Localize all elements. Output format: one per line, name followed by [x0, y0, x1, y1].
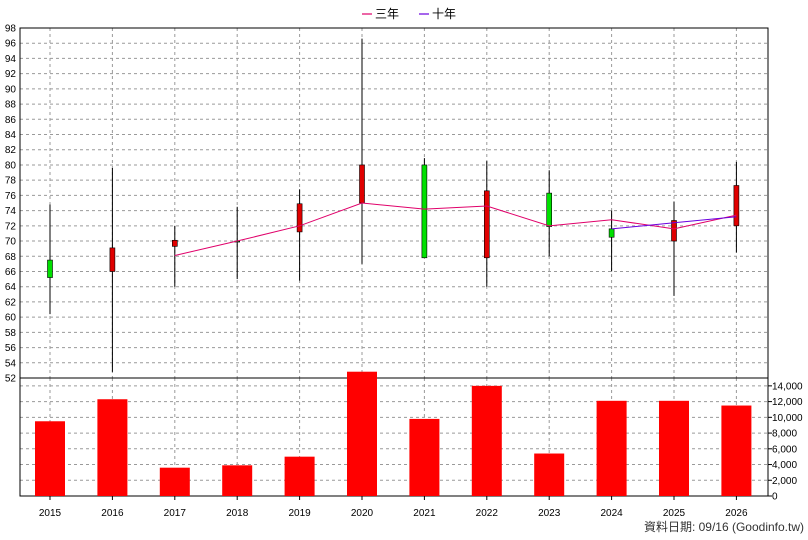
candle-body-2021	[421, 164, 428, 259]
series-line-0	[174, 202, 737, 256]
price-tick-label: 90	[5, 84, 17, 95]
candle-body-2020	[359, 164, 365, 204]
price-tick-label: 80	[5, 160, 17, 171]
volume-bar-2023	[534, 453, 565, 496]
candle-body-2024	[608, 228, 615, 238]
candles	[47, 38, 740, 372]
volume-bar-2026	[721, 405, 752, 496]
price-tick-label: 76	[5, 191, 17, 202]
volume-tick-label: 4,000	[772, 460, 797, 471]
volume-bar-2016	[97, 399, 128, 496]
price-tick-label: 56	[5, 343, 17, 354]
volume-panel-frame	[19, 377, 769, 497]
x-axis: 2015 2016 2017 2018 2019 2020 2021 2022 2023 2024…	[39, 496, 748, 519]
volume-grid	[20, 378, 768, 496]
price-axis: 52 54 56 58 60 62 64 66 68 70 72 74 76 78 80 82 84 86 88 90…	[5, 24, 17, 385]
volume-tick-label: 0	[772, 492, 778, 503]
price-tick-label: 96	[5, 39, 17, 50]
legend-label-0: 三年	[375, 7, 399, 21]
series-line-1	[611, 216, 737, 230]
x-tick-label: 2020	[351, 508, 374, 519]
price-tick-label: 64	[5, 282, 17, 293]
candle-body-2015	[47, 259, 53, 278]
candle-body-2016	[109, 247, 116, 272]
candle-body-2025	[671, 220, 677, 242]
price-tick-label: 82	[5, 145, 17, 156]
x-tick-label: 2026	[725, 508, 748, 519]
volume-bars	[35, 371, 752, 496]
candle-body-2023	[546, 192, 553, 227]
x-tick-label: 2016	[101, 508, 124, 519]
price-tick-label: 92	[5, 69, 17, 80]
x-tick-label: 2019	[288, 508, 311, 519]
volume-bar-2020	[347, 371, 377, 496]
price-tick-label: 86	[5, 115, 17, 126]
price-grid	[20, 28, 768, 378]
volume-bar-2025	[659, 400, 689, 496]
price-tick-label: 84	[5, 130, 17, 141]
x-tick-label: 2015	[39, 508, 62, 519]
price-tick-label: 54	[5, 358, 17, 369]
volume-bar-2019	[284, 456, 315, 496]
x-tick-label: 2018	[226, 508, 249, 519]
x-tick-label: 2024	[600, 508, 623, 519]
price-tick-label: 98	[5, 24, 17, 35]
volume-axis: 0 2,000 4,000 6,000 8,000 10,000 12,000 14,000	[768, 381, 803, 503]
price-tick-label: 68	[5, 252, 17, 263]
volume-tick-label: 6,000	[772, 444, 797, 455]
price-tick-label: 78	[5, 176, 17, 187]
candle-body-2022	[483, 190, 490, 259]
candle-body-2017	[172, 239, 178, 247]
data-source-label: 資料日期: 09/16 (Goodinfo.tw)	[644, 520, 804, 534]
x-tick-label: 2025	[663, 508, 686, 519]
x-tick-label: 2022	[476, 508, 499, 519]
candle-body-2019	[296, 203, 303, 233]
chart-legend: 三年 十年	[362, 7, 456, 21]
volume-bar-2017	[159, 467, 190, 496]
x-tick-label: 2021	[413, 508, 436, 519]
price-tick-label: 60	[5, 313, 17, 324]
volume-tick-label: 12,000	[772, 397, 803, 408]
price-tick-label: 88	[5, 100, 17, 111]
average-lines	[174, 202, 737, 256]
volume-tick-label: 8,000	[772, 429, 797, 440]
volume-bar-2024	[596, 400, 627, 496]
legend-label-1: 十年	[432, 7, 456, 21]
price-tick-label: 52	[5, 374, 17, 385]
candle-body-2026	[733, 185, 740, 227]
price-tick-label: 66	[5, 267, 17, 278]
volume-bar-2018	[222, 465, 253, 496]
price-tick-label: 58	[5, 328, 17, 339]
price-panel-frame	[19, 27, 769, 379]
price-tick-label: 70	[5, 237, 17, 248]
price-tick-label: 62	[5, 297, 17, 308]
x-tick-label: 2017	[164, 508, 187, 519]
x-tick-label: 2023	[538, 508, 561, 519]
volume-bar-2015	[35, 421, 65, 496]
price-tick-label: 94	[5, 54, 17, 65]
volume-bar-2021	[409, 418, 440, 496]
volume-tick-label: 10,000	[772, 413, 803, 424]
price-tick-label: 74	[5, 206, 17, 217]
volume-tick-label: 2,000	[772, 476, 797, 487]
volume-tick-label: 14,000	[772, 381, 803, 392]
volume-bar-2022	[471, 385, 502, 496]
price-tick-label: 72	[5, 221, 17, 232]
